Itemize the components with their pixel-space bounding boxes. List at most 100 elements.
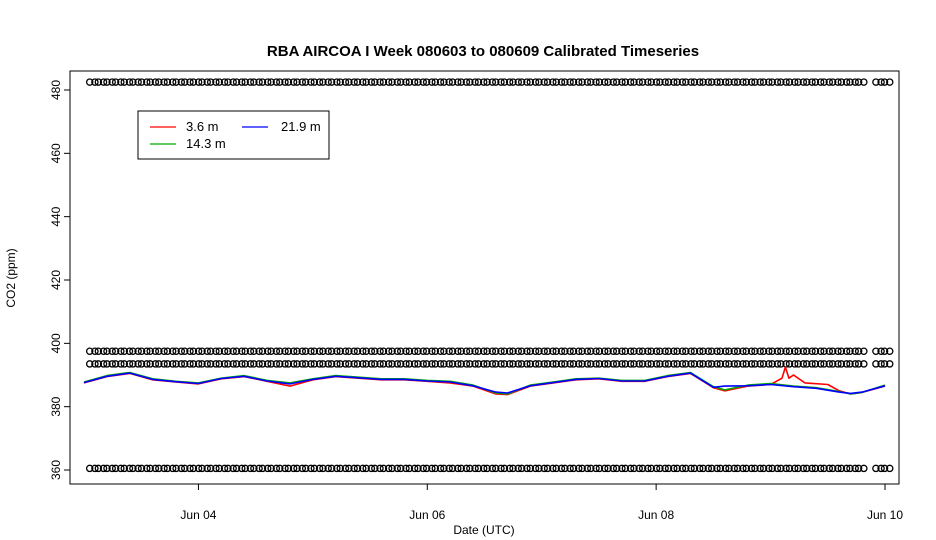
marker-point xyxy=(229,78,237,86)
marker-point xyxy=(220,360,229,368)
marker-point xyxy=(604,464,612,473)
marker-point xyxy=(612,464,621,473)
marker-point xyxy=(163,464,172,473)
marker-point xyxy=(794,347,802,355)
marker-point xyxy=(725,360,733,368)
x-tick-label: Jun 04 xyxy=(180,508,216,522)
marker-point xyxy=(713,78,721,86)
marker-point xyxy=(621,347,630,355)
marker-point xyxy=(497,78,505,86)
marker-point xyxy=(583,347,592,355)
marker-point xyxy=(419,78,427,86)
marker-point xyxy=(733,464,742,473)
marker-point xyxy=(877,347,885,355)
marker-point xyxy=(125,78,134,86)
marker-point xyxy=(851,347,859,355)
marker-point xyxy=(742,347,751,355)
marker-point xyxy=(189,347,198,355)
marker-point xyxy=(708,78,716,86)
marker-point xyxy=(609,464,618,473)
marker-point xyxy=(664,78,673,86)
marker-point xyxy=(828,360,837,368)
marker-point xyxy=(531,464,540,473)
marker-point xyxy=(414,78,422,86)
marker-point xyxy=(462,464,471,473)
marker-point xyxy=(471,464,479,473)
marker-point xyxy=(246,78,255,86)
marker-point xyxy=(509,78,517,86)
marker-point xyxy=(410,78,419,86)
marker-point xyxy=(393,78,402,86)
marker-point xyxy=(198,78,206,86)
marker-point xyxy=(670,464,678,473)
marker-point xyxy=(215,464,224,473)
marker-point xyxy=(419,360,427,368)
marker-point xyxy=(574,464,583,473)
marker-point xyxy=(108,347,116,355)
marker-point xyxy=(203,360,211,368)
marker-point xyxy=(474,464,483,473)
marker-point xyxy=(376,464,384,473)
marker-point xyxy=(168,360,177,368)
marker-point xyxy=(177,78,186,86)
legend-label-14-3m: 14.3 m xyxy=(186,136,226,151)
marker-point xyxy=(500,78,509,86)
marker-point xyxy=(414,360,422,368)
marker-point xyxy=(255,360,263,368)
marker-point xyxy=(825,464,834,473)
marker-point xyxy=(376,360,384,368)
marker-point xyxy=(155,360,163,368)
marker-point xyxy=(479,78,488,86)
marker-point xyxy=(483,78,491,86)
marker-point xyxy=(137,347,146,355)
marker-point xyxy=(794,464,802,473)
marker-point xyxy=(440,347,448,355)
marker-point xyxy=(281,78,289,86)
marker-point xyxy=(436,360,445,368)
marker-point xyxy=(250,347,258,355)
x-axis-title: Date (UTC) xyxy=(453,523,514,537)
marker-point xyxy=(315,360,324,368)
marker-point xyxy=(151,347,160,355)
marker-point xyxy=(345,78,353,86)
marker-point xyxy=(768,464,776,473)
marker-point xyxy=(578,464,586,473)
marker-point xyxy=(85,464,94,473)
marker-point xyxy=(181,360,189,368)
marker-point xyxy=(716,464,725,473)
marker-point xyxy=(129,78,137,86)
marker-point xyxy=(289,360,298,368)
marker-point xyxy=(367,360,376,368)
marker-point xyxy=(241,360,249,368)
marker-point xyxy=(255,464,263,473)
marker-point xyxy=(785,78,794,86)
marker-point xyxy=(448,347,457,355)
marker-point xyxy=(134,464,142,473)
marker-point xyxy=(846,347,854,355)
marker-point xyxy=(816,78,825,86)
marker-point xyxy=(759,78,768,86)
marker-point xyxy=(842,464,851,473)
marker-point xyxy=(549,347,557,355)
marker-point xyxy=(293,360,301,368)
marker-point xyxy=(146,347,154,355)
marker-point xyxy=(877,360,885,368)
marker-point xyxy=(523,78,531,86)
marker-point xyxy=(526,464,535,473)
marker-point xyxy=(315,347,324,355)
marker-point xyxy=(768,347,776,355)
marker-point xyxy=(790,347,799,355)
marker-point xyxy=(367,464,376,473)
marker-point xyxy=(402,360,410,368)
marker-point xyxy=(160,347,168,355)
marker-point xyxy=(782,347,790,355)
y-tick-label: 460 xyxy=(49,143,63,163)
marker-point xyxy=(215,360,224,368)
marker-point xyxy=(678,464,687,473)
marker-point xyxy=(647,464,656,473)
marker-point xyxy=(531,360,540,368)
marker-point xyxy=(842,78,851,86)
marker-point xyxy=(479,360,488,368)
marker-point xyxy=(163,347,172,355)
marker-point xyxy=(803,347,811,355)
